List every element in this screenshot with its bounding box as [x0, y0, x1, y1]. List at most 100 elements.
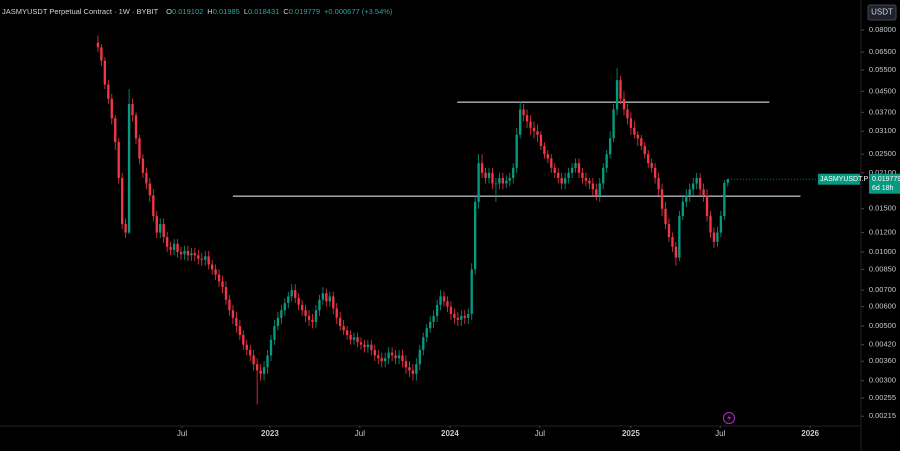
candle-body	[335, 308, 338, 318]
candle-body	[726, 179, 729, 183]
candle-body	[249, 349, 252, 356]
candle-body	[328, 296, 331, 302]
candle-body	[332, 296, 335, 309]
candle-body	[671, 237, 674, 247]
candle-body	[411, 370, 415, 374]
chart-title: JASMYUSDT Perpetual Contract · 1W · BYBI…	[2, 7, 159, 16]
candle-body	[325, 293, 328, 302]
candle-body	[422, 337, 425, 350]
candle-body	[117, 142, 120, 179]
candle-body	[570, 167, 574, 173]
candle-body	[640, 138, 643, 146]
candle-body	[695, 178, 698, 184]
candle-body	[723, 182, 726, 217]
candle-body	[702, 189, 705, 196]
y-tick-label: 0.00700	[869, 285, 896, 294]
candle-body	[505, 180, 508, 184]
candle-body	[709, 216, 712, 233]
candle-body	[276, 317, 280, 327]
candle-body	[494, 183, 498, 185]
price-label-value-box	[869, 173, 900, 194]
candle-body	[584, 178, 588, 181]
candle-body	[536, 131, 539, 135]
candle-body	[96, 42, 100, 48]
candle-body	[712, 232, 716, 242]
stat-value: 0.019102	[172, 7, 203, 16]
candle-body	[629, 118, 633, 128]
candle-body	[498, 178, 501, 184]
y-tick-label: 0.00255	[869, 393, 896, 402]
candle-body	[664, 208, 667, 225]
candle-body	[626, 109, 629, 119]
lightning-icon[interactable]	[722, 411, 736, 425]
candle-body	[387, 352, 390, 359]
candle-body	[269, 339, 273, 356]
candle-body	[345, 330, 349, 335]
candle-body	[685, 195, 688, 202]
candle-body	[460, 315, 463, 320]
candle-body	[370, 344, 373, 350]
candle-body	[179, 252, 183, 255]
candle-body	[491, 172, 494, 184]
candle-body	[207, 256, 210, 265]
candle-body	[221, 281, 224, 288]
candle-body	[380, 358, 383, 362]
candle-body	[442, 296, 446, 302]
candle-body	[294, 290, 297, 299]
candle-body	[186, 250, 190, 256]
candle-body	[619, 80, 622, 99]
y-tick-label: 0.08000	[869, 25, 896, 34]
candle-body	[643, 145, 646, 155]
candle-body	[633, 127, 636, 135]
candle-body	[615, 80, 619, 110]
candle-body	[210, 264, 214, 270]
candle-body	[172, 243, 176, 250]
candle-body	[127, 103, 131, 233]
candle-body	[470, 269, 473, 314]
currency[interactable]: USDT	[871, 8, 893, 17]
candle-body	[152, 195, 155, 217]
candle-body	[124, 224, 127, 233]
candle-body	[193, 253, 197, 256]
candle-body	[557, 172, 560, 179]
candle-body	[449, 306, 453, 314]
stat-value: 0.01985	[213, 7, 240, 16]
candle-body	[698, 178, 702, 190]
stat-label: C	[283, 7, 289, 16]
candle-body	[280, 310, 283, 318]
y-tick-label: 0.05500	[869, 65, 896, 74]
candle-body	[408, 367, 411, 371]
candle-body	[103, 60, 107, 85]
candle-body	[145, 172, 148, 184]
candle-body	[678, 216, 681, 258]
candle-body	[217, 274, 221, 282]
candle-body	[190, 253, 193, 256]
stat-value: 0.018431	[248, 7, 279, 16]
candle-body	[456, 317, 460, 320]
y-tick-label: 0.03100	[869, 126, 896, 135]
y-tick-label: 0.00600	[869, 302, 896, 311]
candle-body	[522, 109, 525, 116]
candle-body	[539, 134, 543, 146]
candle-body	[602, 167, 605, 184]
candle-body	[660, 189, 664, 209]
candle-body	[567, 172, 570, 179]
candle-body	[356, 337, 359, 343]
candle-body	[543, 145, 546, 155]
candle-body	[401, 355, 404, 362]
y-tick-label: 0.00500	[869, 321, 896, 330]
candle-body	[650, 163, 653, 168]
candle-body	[404, 361, 408, 368]
candle-body	[231, 310, 235, 318]
candle-body	[390, 352, 394, 356]
candle-body	[266, 355, 269, 368]
candle-body	[342, 326, 345, 331]
candle-body	[681, 201, 684, 217]
currency-button[interactable]	[867, 4, 897, 21]
candle-body	[314, 310, 318, 322]
candle-body	[311, 319, 314, 322]
candle-body	[162, 224, 165, 238]
candle-body	[581, 172, 584, 179]
candle-body	[138, 138, 141, 159]
